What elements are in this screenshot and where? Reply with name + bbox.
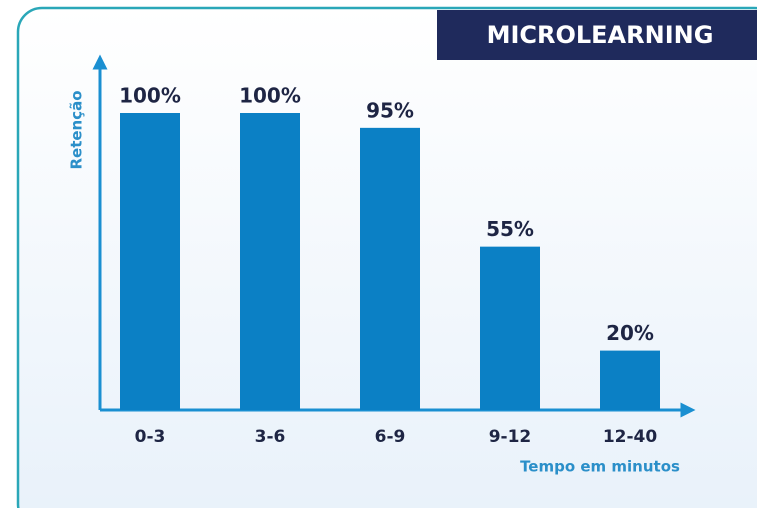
data-label: 100% xyxy=(119,84,181,108)
x-tick-label: 9-12 xyxy=(489,427,532,447)
bar xyxy=(360,127,420,410)
bar xyxy=(600,350,660,410)
data-label: 95% xyxy=(366,98,414,122)
chart-title: MICROLEARNING xyxy=(487,21,714,49)
data-label: 20% xyxy=(606,321,654,345)
bar xyxy=(480,246,540,410)
bar xyxy=(120,113,180,410)
data-label: 55% xyxy=(486,217,534,241)
title-box xyxy=(437,10,757,60)
x-tick-label: 3-6 xyxy=(255,427,286,447)
x-axis-title: Tempo em minutos xyxy=(520,458,680,476)
y-axis-title: Retenção xyxy=(68,90,86,169)
data-label: 100% xyxy=(239,84,301,108)
x-tick-label: 0-3 xyxy=(135,427,166,447)
x-tick-label: 12-40 xyxy=(603,427,658,447)
x-tick-label: 6-9 xyxy=(375,427,406,447)
bar xyxy=(240,113,300,410)
